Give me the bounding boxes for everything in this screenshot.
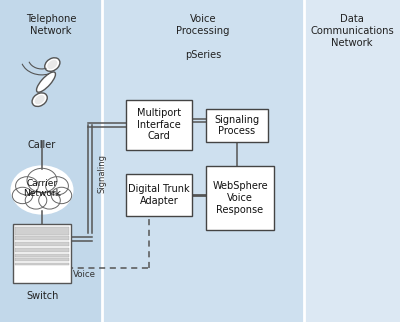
Circle shape [16,177,38,195]
Text: Voice
Processing: Voice Processing [176,14,230,36]
Bar [0,0,102,322]
Circle shape [39,192,60,209]
Bar [304,0,400,322]
Bar [126,100,192,150]
Text: Digital Trunk
Adapter: Digital Trunk Adapter [128,184,190,206]
Ellipse shape [10,166,74,215]
Bar [102,0,304,322]
Text: Data
Communications
Network: Data Communications Network [310,14,394,48]
Bar [15,258,69,261]
Text: Telephone
Network: Telephone Network [26,14,76,36]
Bar [126,174,192,216]
Circle shape [25,192,47,209]
Bar [15,236,69,241]
Text: Signaling
Process: Signaling Process [214,115,260,136]
Bar [15,254,69,257]
Ellipse shape [36,72,56,92]
Bar [13,224,71,283]
Bar [15,227,69,234]
Bar [15,262,69,265]
Text: WebSphere
Voice
Response: WebSphere Voice Response [212,181,268,215]
Circle shape [12,187,33,204]
Text: Voice: Voice [73,270,96,279]
Text: Caller: Caller [28,140,56,150]
Ellipse shape [32,93,47,107]
Text: Signaling: Signaling [97,154,106,194]
Bar [206,166,274,230]
Text: Switch: Switch [26,291,58,301]
Text: pSeries: pSeries [185,50,221,60]
Text: Multiport
Interface
Card: Multiport Interface Card [137,108,181,141]
Bar [15,248,69,252]
Ellipse shape [45,58,60,71]
Circle shape [27,168,57,193]
Bar [15,242,69,246]
Circle shape [46,177,68,195]
Bar [206,109,268,142]
Text: Carrier
Network: Carrier Network [23,179,61,198]
Ellipse shape [47,60,57,69]
Circle shape [51,187,72,204]
Ellipse shape [35,95,45,104]
